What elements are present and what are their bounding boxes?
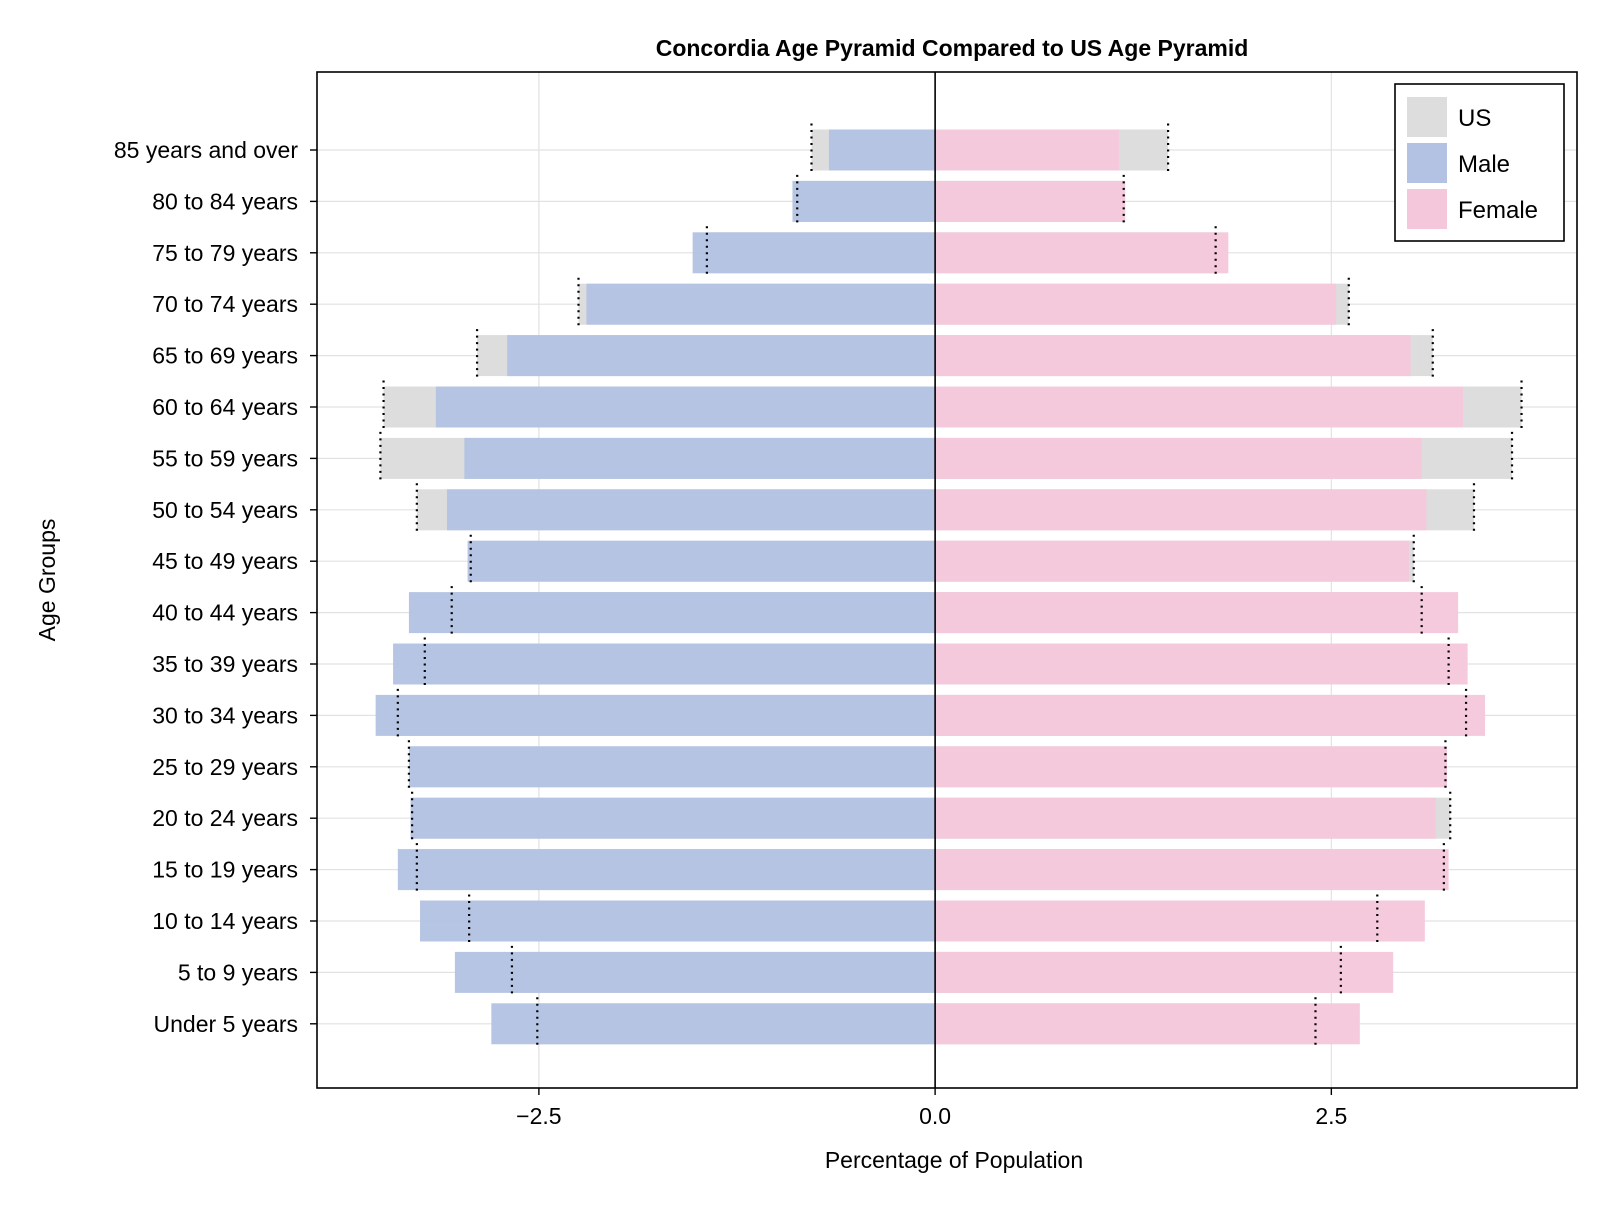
female-bar xyxy=(935,849,1449,891)
male-bar xyxy=(397,849,936,891)
female-bar xyxy=(935,797,1436,839)
y-tick-label: 70 to 74 years xyxy=(152,291,298,317)
female-bar xyxy=(935,129,1119,171)
male-bar xyxy=(491,1003,936,1045)
y-tick-label: 80 to 84 years xyxy=(152,188,298,214)
male-bar xyxy=(408,746,936,788)
chart-title: Concordia Age Pyramid Compared to US Age… xyxy=(656,35,1249,61)
y-tick-label: 30 to 34 years xyxy=(152,702,298,728)
y-tick-label: Under 5 years xyxy=(154,1011,298,1037)
us-marker-lines xyxy=(379,123,1523,1046)
male-bar xyxy=(828,129,936,171)
y-tick-label: 40 to 44 years xyxy=(152,600,298,626)
legend-swatch-female xyxy=(1407,189,1447,229)
x-tick-labels: −2.5 0.0 2.5 xyxy=(516,1088,1347,1129)
y-tick-label: 50 to 54 years xyxy=(152,497,298,523)
y-tick-label: 45 to 49 years xyxy=(152,548,298,574)
female-bar xyxy=(935,335,1411,377)
x-tick-label: 2.5 xyxy=(1315,1103,1347,1129)
male-bar xyxy=(467,540,936,582)
male-bar xyxy=(420,900,936,942)
legend-swatch-male xyxy=(1407,143,1447,183)
y-tick-label: 55 to 59 years xyxy=(152,445,298,471)
female-bar xyxy=(935,592,1459,634)
y-tick-label: 5 to 9 years xyxy=(178,959,298,985)
male-bar xyxy=(507,335,936,377)
y-tick-label: 60 to 64 years xyxy=(152,394,298,420)
male-bar xyxy=(464,437,936,479)
female-bar xyxy=(935,900,1425,942)
female-bar xyxy=(935,643,1468,685)
female-bar xyxy=(935,283,1337,325)
legend-label-male: Male xyxy=(1458,151,1510,178)
female-bar xyxy=(935,1003,1360,1045)
legend-swatch-us xyxy=(1407,97,1447,137)
male-bar xyxy=(792,180,936,222)
plot-frame xyxy=(316,71,1578,1089)
y-tick-labels: 85 years and over 80 to 84 years 75 to 79 … xyxy=(114,137,317,1037)
male-bar xyxy=(454,951,936,993)
y-tick-label: 10 to 14 years xyxy=(152,908,298,934)
y-tick-label: 85 years and over xyxy=(114,137,298,163)
female-bar xyxy=(935,951,1394,993)
male-bar xyxy=(408,592,936,634)
male-bar xyxy=(375,694,936,736)
female-bar xyxy=(935,489,1427,531)
y-tick-label: 35 to 39 years xyxy=(152,651,298,677)
female-bar xyxy=(935,694,1486,736)
y-tick-label: 20 to 24 years xyxy=(152,805,298,831)
male-bar xyxy=(410,797,936,839)
female-bar xyxy=(935,232,1229,274)
x-tick-label: −2.5 xyxy=(516,1103,561,1129)
x-tick-label: 0.0 xyxy=(919,1103,951,1129)
legend-label-female: Female xyxy=(1458,197,1538,224)
population-bars xyxy=(375,129,1486,1045)
y-tick-label: 75 to 79 years xyxy=(152,240,298,266)
y-tick-label: 15 to 19 years xyxy=(152,857,298,883)
male-bar xyxy=(692,232,936,274)
male-bar xyxy=(446,489,936,531)
y-tick-label: 65 to 69 years xyxy=(152,343,298,369)
female-bar xyxy=(935,746,1448,788)
y-tick-label: 25 to 29 years xyxy=(152,754,298,780)
female-bar xyxy=(935,540,1409,582)
y-axis-label: Age Groups xyxy=(34,519,60,642)
x-axis-label: Percentage of Population xyxy=(825,1147,1083,1173)
male-bar xyxy=(393,643,936,685)
male-bar xyxy=(435,386,936,428)
legend: US Male Female xyxy=(1394,83,1565,242)
female-bar xyxy=(935,386,1463,428)
female-bar xyxy=(935,437,1422,479)
female-bar xyxy=(935,180,1126,222)
legend-label-us: US xyxy=(1458,105,1491,132)
male-bar xyxy=(586,283,936,325)
